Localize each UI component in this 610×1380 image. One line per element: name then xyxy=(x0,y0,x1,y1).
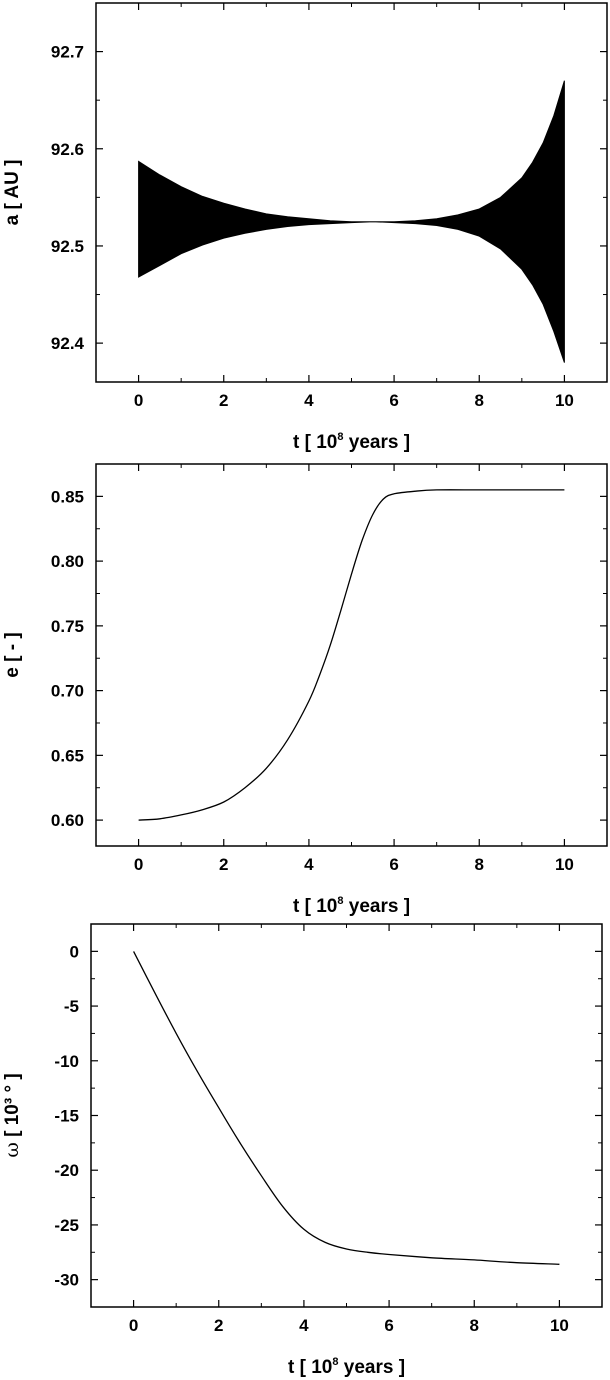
y-tick-label-omega: -10 xyxy=(54,1052,79,1071)
y-tick-label-e: 0.85 xyxy=(51,487,84,506)
x-axis-title-e: t [ 108 years ] xyxy=(293,895,410,917)
y-tick-label-omega: -20 xyxy=(54,1161,79,1180)
panel-eccentricity: 0 2 4 6 8 100.600.650.700.750.800.85t [ 108 y… xyxy=(2,463,608,917)
x-axis-title-a: t [ 108 years ] xyxy=(293,431,410,453)
y-axis-title-omega-text: ω xyxy=(1,1142,23,1158)
y-tick-label-omega: -30 xyxy=(54,1271,79,1290)
y-tick-label-e: 0.70 xyxy=(51,682,84,701)
y-axis-title-omega-unit: [ 10³ ° ] xyxy=(2,1073,23,1142)
x-tick-label-a: 8 xyxy=(475,391,484,410)
x-tick-label-a: 4 xyxy=(304,391,314,410)
x-tick-label-e: 10 xyxy=(555,855,574,874)
x-axis-title-omega: t [ 108 years ] xyxy=(288,1356,405,1378)
x-tick-label-a: 6 xyxy=(389,391,398,410)
y-tick-label-omega: -25 xyxy=(54,1216,79,1235)
y-axis-title-a-text: a [ AU ] xyxy=(2,160,23,226)
x-axis-title-e-exponent: 8 xyxy=(337,895,343,907)
y-tick-label-a: 92.5 xyxy=(51,237,84,256)
x-tick-label-a: 0 xyxy=(134,391,143,410)
x-axis-title-omega-unit: years ] xyxy=(338,1357,405,1378)
series-line-omega xyxy=(133,951,560,1265)
panel-argument-of-pericenter: 0 2 4 6 8 100-5-10-15-20-25-30t [ 108 years ]… xyxy=(1,923,603,1378)
y-tick-label-e: 0.80 xyxy=(51,552,84,571)
x-axis-title-e-text: t [ 10 xyxy=(293,896,337,917)
x-tick-label-a: 2 xyxy=(219,391,228,410)
x-tick-label-omega: 10 xyxy=(550,1316,569,1335)
oscillation-band-a xyxy=(138,80,565,363)
x-axis-title-e-unit: years ] xyxy=(343,896,410,917)
x-axis-title-a-text: t [ 10 xyxy=(293,432,337,453)
y-tick-label-omega: -15 xyxy=(54,1107,79,1126)
x-axis-title-a-unit: years ] xyxy=(343,432,410,453)
y-axis-title-e: e [ - ] xyxy=(2,632,23,677)
x-axis-title-omega-text: t [ 10 xyxy=(288,1357,332,1378)
y-axis-title-e-text: e [ - ] xyxy=(2,632,23,677)
y-tick-label-a: 92.7 xyxy=(51,43,84,62)
x-tick-label-omega: 0 xyxy=(129,1316,138,1335)
x-tick-label-e: 4 xyxy=(304,855,314,874)
y-tick-label-omega: 0 xyxy=(70,942,79,961)
y-tick-label-e: 0.60 xyxy=(51,811,84,830)
x-tick-label-omega: 6 xyxy=(384,1316,393,1335)
x-tick-label-e: 2 xyxy=(219,855,228,874)
x-tick-label-omega: 2 xyxy=(214,1316,223,1335)
series-line-e xyxy=(138,489,565,821)
x-axis-title-omega-exponent: 8 xyxy=(332,1356,338,1368)
x-tick-label-omega: 4 xyxy=(299,1316,309,1335)
x-tick-label-e: 6 xyxy=(389,855,398,874)
y-axis-title-omega: ω [ 10³ ° ] xyxy=(1,1073,23,1157)
y-tick-label-omega: -5 xyxy=(64,997,79,1016)
y-tick-label-e: 0.65 xyxy=(51,746,84,765)
x-tick-label-e: 8 xyxy=(475,855,484,874)
x-tick-label-a: 10 xyxy=(555,391,574,410)
y-tick-label-e: 0.75 xyxy=(51,617,84,636)
plot-frame-e xyxy=(95,463,608,847)
y-axis-title-a: a [ AU ] xyxy=(2,160,23,226)
y-tick-label-a: 92.4 xyxy=(51,334,85,353)
x-tick-label-omega: 8 xyxy=(470,1316,479,1335)
y-tick-label-a: 92.6 xyxy=(51,140,84,159)
x-tick-label-e: 0 xyxy=(134,855,143,874)
x-axis-title-a-exponent: 8 xyxy=(337,431,343,443)
